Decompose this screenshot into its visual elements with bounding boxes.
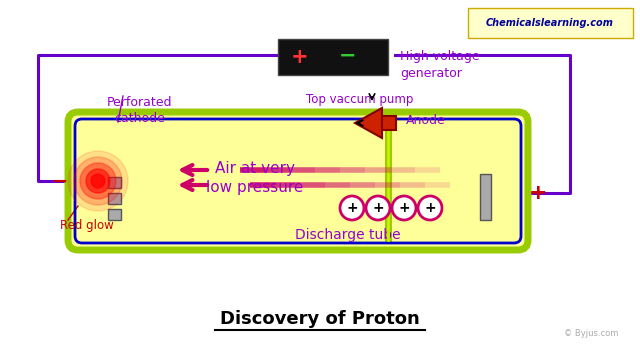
Bar: [108, 193, 121, 204]
Text: −: −: [339, 46, 356, 66]
FancyBboxPatch shape: [68, 112, 528, 250]
Text: +: +: [529, 183, 547, 203]
Circle shape: [80, 163, 116, 199]
Text: +: +: [291, 47, 309, 67]
Text: Top vaccum pump: Top vaccum pump: [307, 93, 413, 106]
Circle shape: [418, 196, 442, 220]
Circle shape: [366, 196, 390, 220]
Bar: [480, 174, 491, 220]
Polygon shape: [355, 108, 382, 138]
Text: Discharge tube: Discharge tube: [295, 228, 401, 242]
Text: Air at very
low pressure: Air at very low pressure: [206, 160, 304, 195]
Bar: [108, 177, 121, 188]
Text: Chemicalslearning.com: Chemicalslearning.com: [486, 18, 614, 28]
Circle shape: [74, 157, 122, 205]
Bar: [382, 116, 396, 130]
Text: +: +: [346, 201, 358, 215]
Text: +: +: [424, 201, 436, 215]
Text: +: +: [398, 201, 410, 215]
Text: +: +: [372, 201, 384, 215]
Circle shape: [68, 151, 128, 211]
Bar: [108, 209, 121, 220]
Text: High voltage
generator: High voltage generator: [400, 50, 479, 80]
Circle shape: [86, 169, 110, 193]
Circle shape: [340, 196, 364, 220]
Text: © Byjus.com: © Byjus.com: [564, 329, 618, 338]
Circle shape: [392, 196, 416, 220]
Text: Discovery of Proton: Discovery of Proton: [220, 310, 420, 328]
Text: −: −: [52, 172, 68, 190]
Bar: [278, 39, 388, 75]
Text: Perforated
cathode: Perforated cathode: [108, 96, 173, 125]
Text: Red glow: Red glow: [60, 220, 114, 232]
FancyBboxPatch shape: [468, 8, 633, 38]
Circle shape: [91, 174, 105, 188]
Text: Anode: Anode: [406, 113, 445, 127]
